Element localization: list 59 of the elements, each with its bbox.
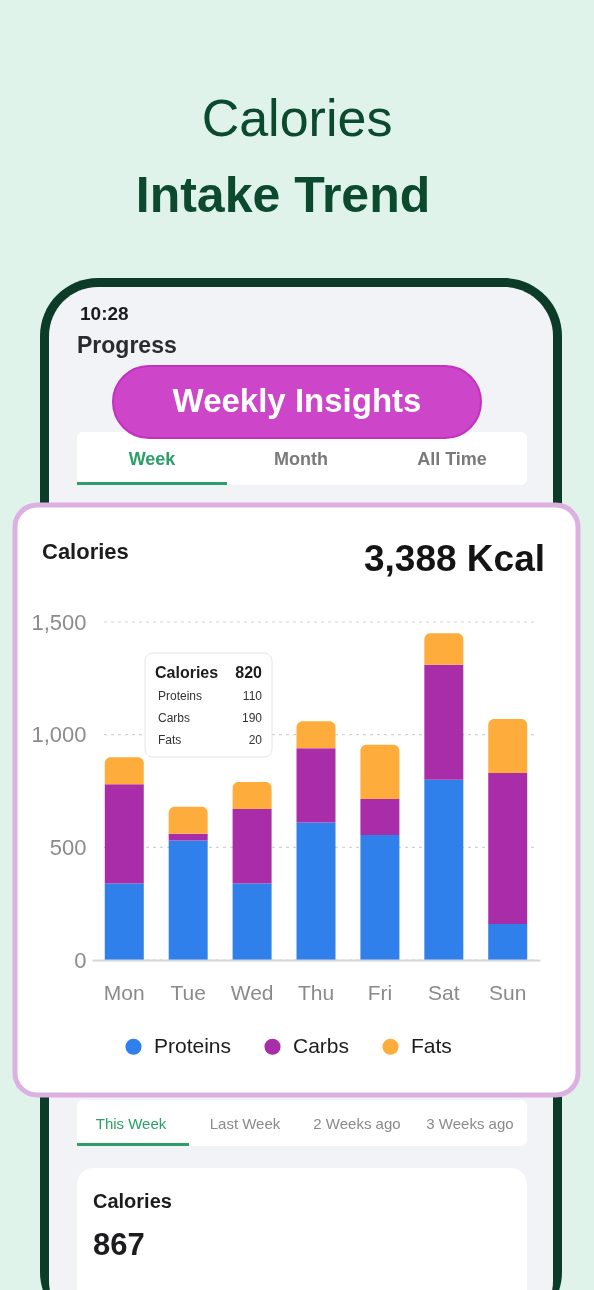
x-tick-label: Fri <box>367 980 393 1004</box>
text: 3 Weeks ago <box>426 1115 514 1132</box>
annotation: Proteins <box>158 689 203 703</box>
bar <box>424 664 464 780</box>
x-tick-label: Sat <box>428 980 460 1004</box>
bar <box>232 781 272 810</box>
annotation: 20 <box>248 733 263 747</box>
chart-title: Calories <box>42 539 129 564</box>
text: Intake Trend <box>135 167 431 223</box>
text: This Week <box>95 1115 167 1132</box>
text: Weekly Insights <box>172 382 422 419</box>
bar <box>168 806 208 834</box>
legend-label: Fats <box>411 1033 452 1057</box>
text: Week <box>128 449 177 469</box>
bar <box>296 721 336 749</box>
y-tick-label: 500 <box>49 834 87 860</box>
text: Month <box>274 449 328 469</box>
bar <box>104 757 144 785</box>
text: Calories <box>93 1190 172 1212</box>
bar <box>296 822 336 960</box>
bar <box>168 840 208 960</box>
bar <box>488 718 528 773</box>
y-tick-label: 0 <box>74 947 87 973</box>
chart-subtitle: 3,388 Kcal <box>363 538 545 579</box>
text: 2 Weeks ago <box>313 1115 401 1132</box>
y-tick-label: 1,000 <box>31 722 87 748</box>
bar <box>104 883 144 960</box>
annotation: Fats <box>158 733 182 747</box>
legend-label: Proteins <box>154 1033 232 1057</box>
bar <box>296 748 336 823</box>
annotation: Carbs <box>158 711 191 725</box>
x-tick-label: Mon <box>103 980 145 1004</box>
text: 867 <box>93 1227 145 1262</box>
x-tick-label: Tue <box>170 980 206 1004</box>
text: Last Week <box>209 1115 281 1132</box>
legend-label: Carbs <box>293 1033 350 1057</box>
text: All Time <box>417 449 487 469</box>
bar <box>104 784 144 884</box>
bar <box>232 883 272 960</box>
x-tick-label: Thu <box>297 980 335 1004</box>
annotation: 190 <box>241 711 263 725</box>
text: Progress <box>77 332 177 358</box>
bar <box>232 809 272 884</box>
y-tick-label: 1,500 <box>31 609 87 635</box>
bar <box>360 744 400 799</box>
text: 10:28 <box>80 303 129 324</box>
bar <box>424 779 464 960</box>
text: Calories <box>201 89 393 147</box>
bar <box>488 923 528 960</box>
bar <box>168 833 208 841</box>
bar <box>360 798 400 835</box>
bar <box>424 633 464 665</box>
bar <box>360 834 400 960</box>
bar <box>488 772 528 924</box>
annotation: 820 <box>235 664 263 681</box>
annotation: 110 <box>242 689 263 703</box>
annotation: Calories <box>155 664 219 681</box>
x-tick-label: Wed <box>230 980 274 1004</box>
x-tick-label: Sun <box>489 980 527 1004</box>
